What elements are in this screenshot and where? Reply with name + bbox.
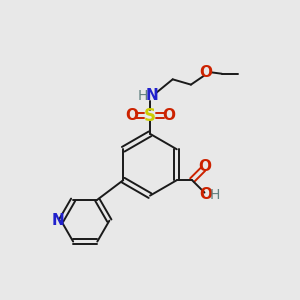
Text: O: O: [199, 158, 212, 173]
Text: N: N: [146, 88, 159, 103]
Text: H: H: [137, 88, 148, 103]
Text: O: O: [200, 65, 213, 80]
Text: S: S: [144, 106, 156, 124]
Text: O: O: [162, 108, 175, 123]
Text: H: H: [210, 188, 220, 202]
Text: O: O: [199, 188, 212, 202]
Text: N: N: [51, 213, 64, 228]
Text: O: O: [125, 108, 138, 123]
